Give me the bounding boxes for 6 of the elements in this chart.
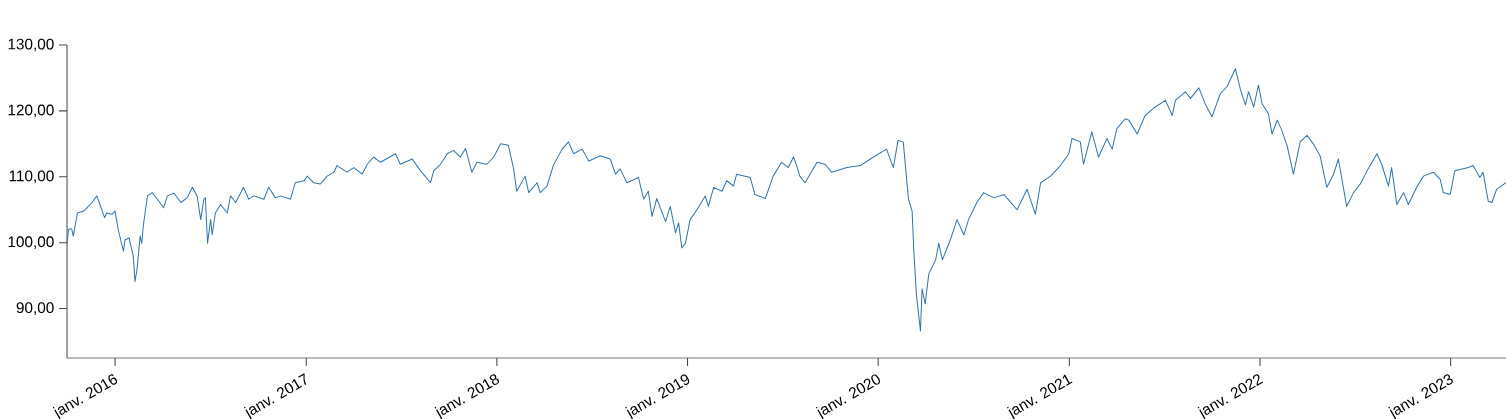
y-tick-label: 130,00 [8,38,54,52]
y-tick-label: 90,00 [16,302,54,315]
y-tick-label: 100,00 [8,236,54,250]
y-tick-label: 120,00 [8,104,54,118]
y-tick-label: 110,00 [9,170,54,184]
line-series [67,68,1506,332]
